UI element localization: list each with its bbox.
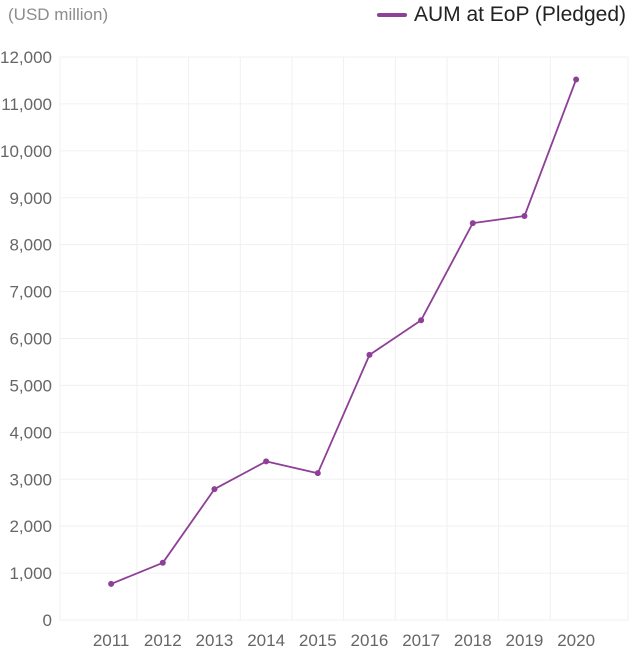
y-tick-label: 3,000 (9, 470, 52, 489)
data-point (263, 458, 270, 465)
x-tick-label: 2020 (557, 631, 595, 650)
data-point (108, 580, 115, 587)
x-tick-label: 2014 (247, 631, 285, 650)
data-point (314, 470, 321, 477)
y-tick-label: 4,000 (9, 423, 52, 442)
y-tick-label: 1,000 (9, 564, 52, 583)
x-tick-label: 2016 (351, 631, 389, 650)
x-tick-label: 2011 (93, 631, 130, 650)
y-axis-ticks: 0 1,000 2,000 3,000 4,000 5,000 6,000 7,000 8,00… (0, 48, 52, 630)
y-tick-label: 5,000 (9, 376, 52, 395)
legend: AUM at EoP (Pledged) (376, 3, 626, 27)
legend-label: AUM at EoP (Pledged) (413, 3, 626, 26)
x-tick-label: 2018 (454, 631, 492, 650)
x-tick-label: 2012 (144, 631, 182, 650)
data-point (418, 317, 425, 324)
x-tick-label: 2013 (196, 631, 234, 650)
series-line (110, 79, 577, 585)
y-tick-label: 6,000 (9, 330, 52, 349)
y-axis-unit-label: (USD million) (8, 5, 109, 24)
x-tick-label: 2017 (402, 631, 440, 650)
data-point (573, 76, 580, 83)
x-tick-label: 2019 (506, 631, 544, 650)
y-tick-label: 7,000 (9, 283, 52, 302)
x-axis-ticks: 2011 2012 2013 2014 2015 2016 2017 2018 2019 2020 (93, 631, 595, 650)
x-tick-label: 2015 (299, 631, 337, 650)
legend-swatch (376, 13, 407, 17)
data-point (159, 559, 166, 566)
data-point (211, 486, 218, 493)
y-tick-label: 12,000 (0, 48, 52, 67)
y-tick-label: 2,000 (9, 517, 52, 536)
grid (59, 56, 629, 621)
y-tick-label: 0 (43, 611, 52, 630)
data-point (469, 220, 476, 227)
y-tick-label: 11,000 (1, 95, 52, 114)
y-tick-label: 10,000 (0, 142, 52, 161)
data-point (521, 213, 528, 220)
data-point (366, 351, 373, 358)
y-tick-label: 8,000 (9, 236, 52, 255)
y-tick-label: 9,000 (9, 189, 52, 208)
series-aum-at-eop-pledged (108, 76, 580, 587)
